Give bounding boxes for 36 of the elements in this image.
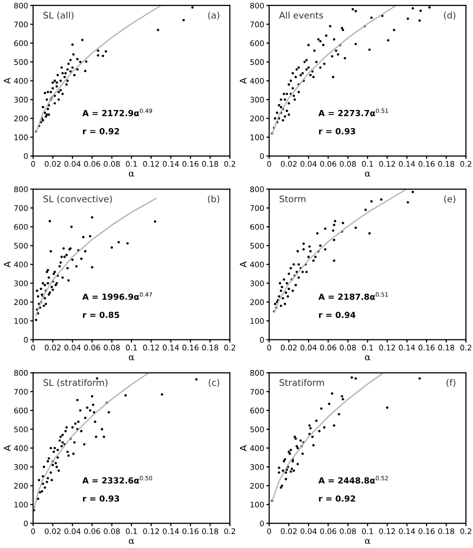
annotation: (a) <box>208 12 220 20</box>
annotation: A = 2332.6α$^{0.50}$ <box>82 476 152 484</box>
x-axis-title: α <box>128 355 134 360</box>
annotation: SL (convective) <box>44 195 112 204</box>
annotation: SL (all) <box>44 12 74 20</box>
annotation: Storm <box>280 195 306 202</box>
annotation: (f) <box>446 378 456 388</box>
annotation: (d) <box>444 12 456 20</box>
annotation: (e) <box>444 195 456 204</box>
annotation: A = 1996.9α$^{0.47}$ <box>82 292 152 300</box>
annotation: All events <box>279 12 324 19</box>
annotation: Stratiform <box>280 378 324 386</box>
annotation: A = 2273.7α$^{0.51}$ <box>318 108 388 116</box>
y-axis-title: A <box>4 261 10 268</box>
annotation: r = 0.93 <box>82 495 120 502</box>
y-axis-title: A <box>240 445 246 452</box>
x-axis-title: α <box>364 539 370 544</box>
annotation: r = 0.92 <box>82 128 120 134</box>
annotation: r = 0.93 <box>319 128 356 134</box>
annotation: SL (stratiform) <box>44 378 108 388</box>
x-axis-title: α <box>364 172 370 177</box>
x-axis-title: α <box>128 539 134 544</box>
y-axis-title: A <box>240 261 246 268</box>
y-axis-title: A <box>240 78 246 84</box>
y-axis-title: A <box>4 78 10 84</box>
y-axis-title: A <box>4 445 10 452</box>
x-axis-title: α <box>128 172 134 177</box>
annotation: (b) <box>208 195 220 204</box>
annotation: A = 2172.9α$^{0.49}$ <box>82 108 152 116</box>
annotation: A = 2187.8α$^{0.51}$ <box>318 292 388 300</box>
x-axis-title: α <box>364 355 370 360</box>
annotation: r = 0.94 <box>319 312 356 318</box>
annotation: A = 2448.8α$^{0.52}$ <box>318 476 388 484</box>
annotation: r = 0.92 <box>319 495 356 502</box>
annotation: r = 0.85 <box>82 312 120 318</box>
annotation: (c) <box>208 378 220 388</box>
